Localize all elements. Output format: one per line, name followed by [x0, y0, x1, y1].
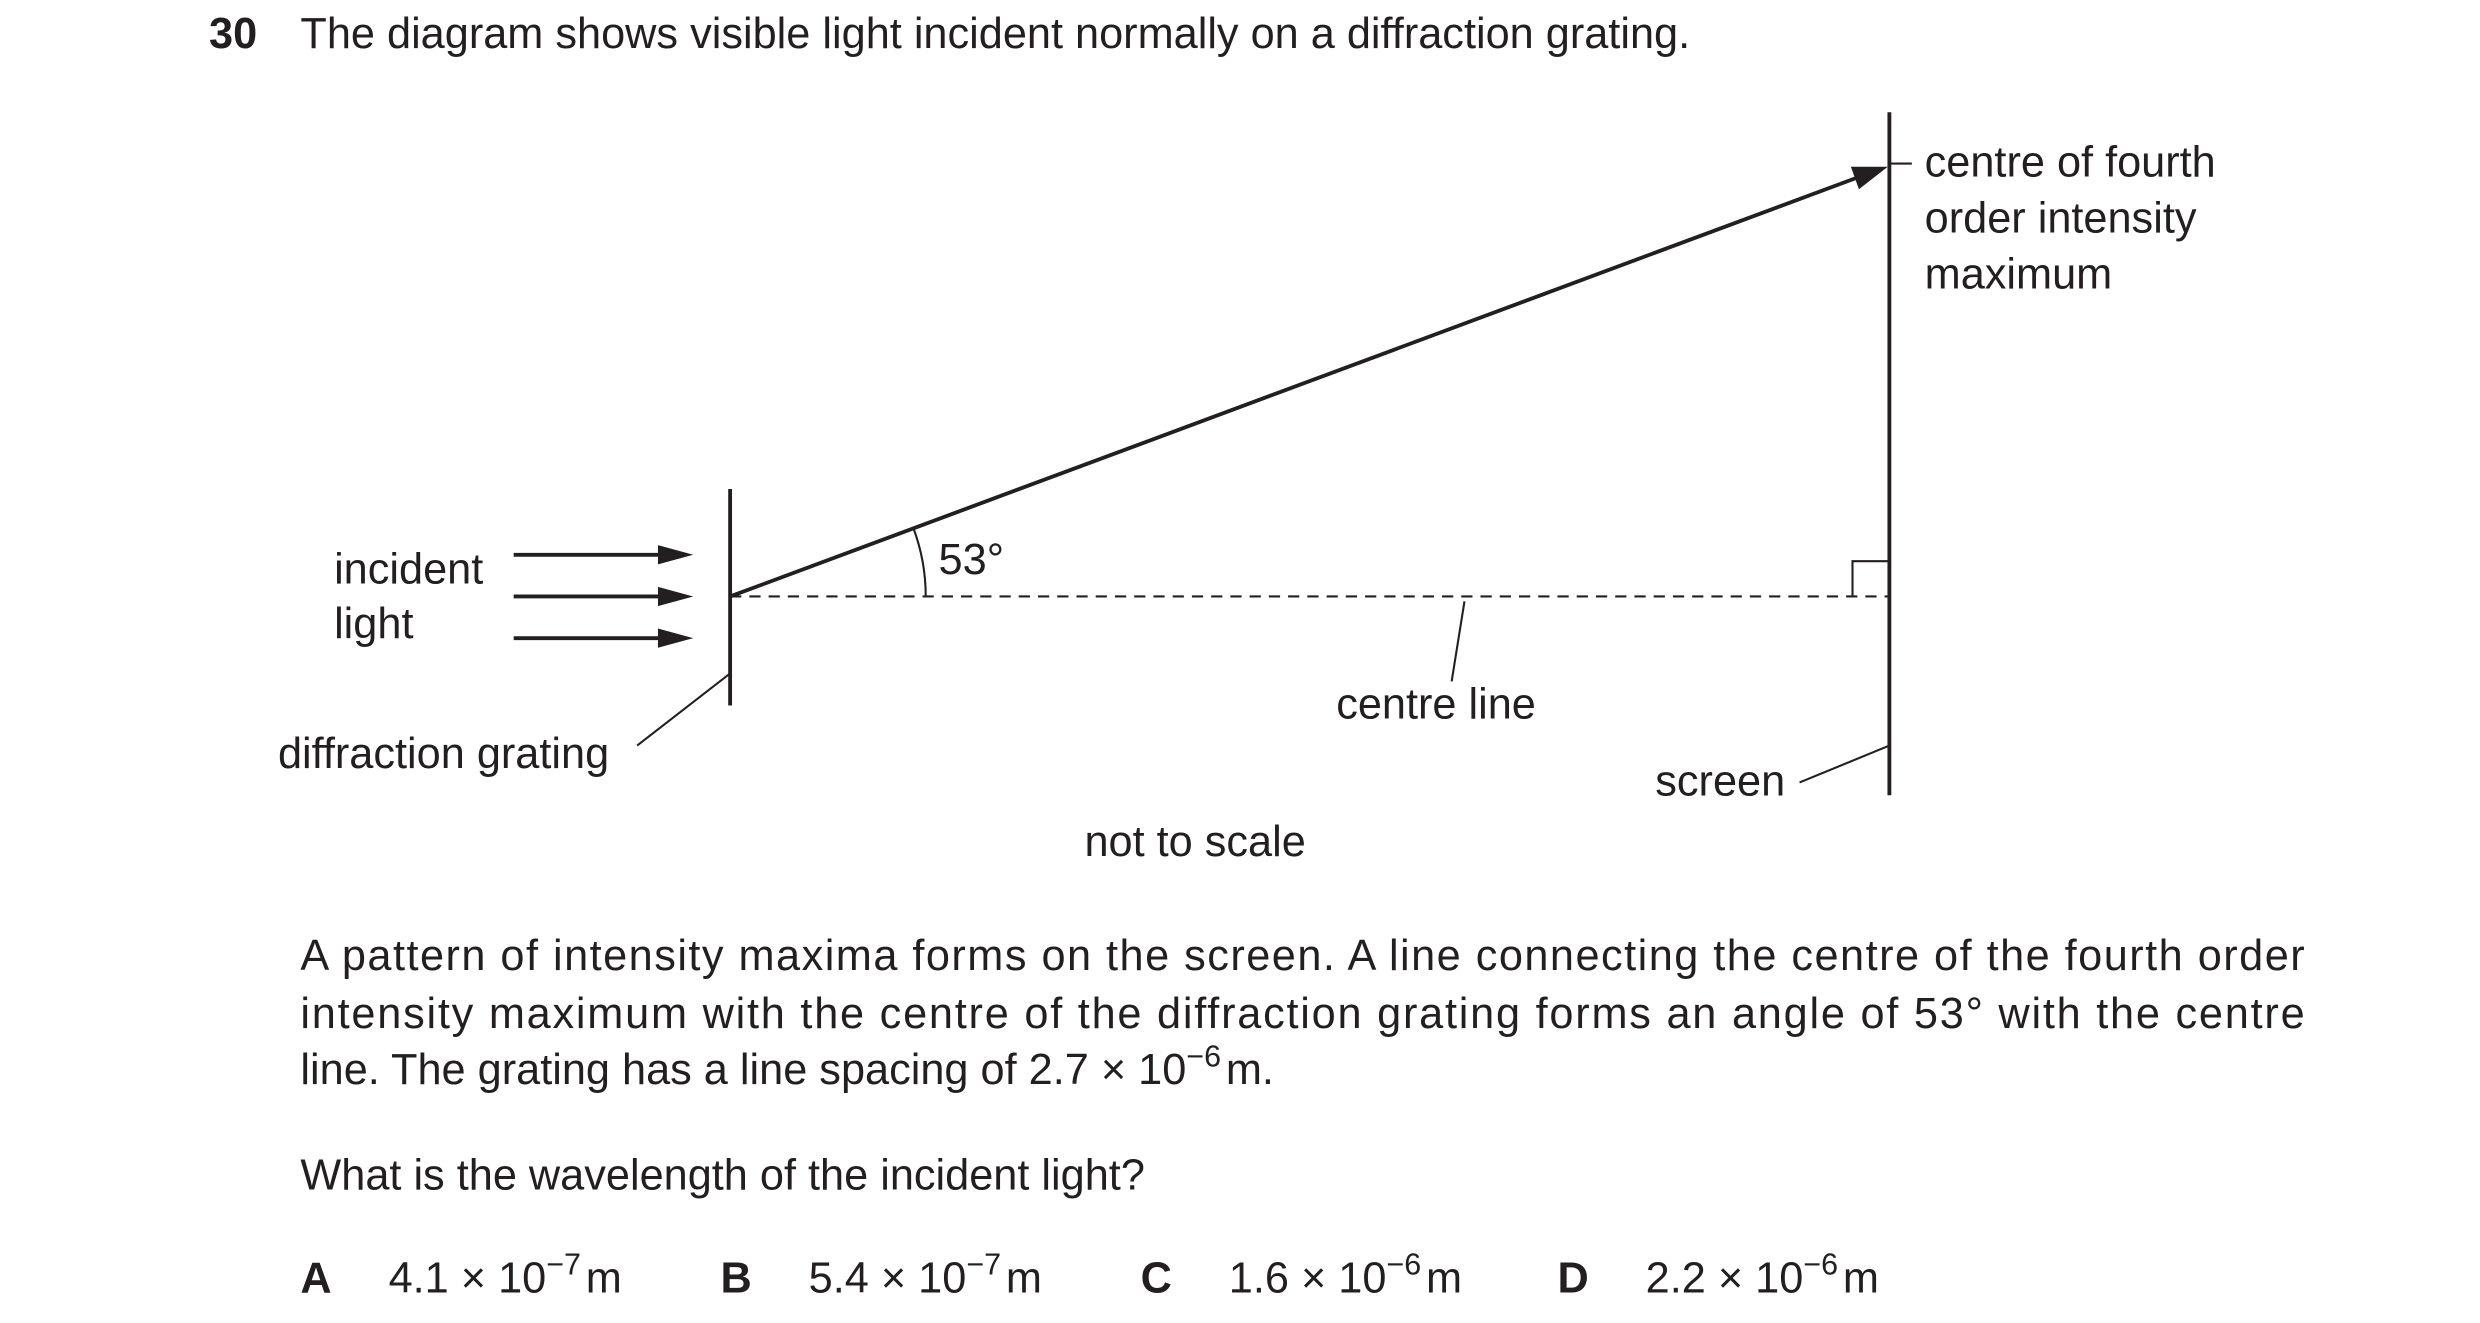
option-value: 4.1 × 10−7 m: [389, 1248, 622, 1303]
label: screen: [1655, 757, 1785, 805]
unit: m: [1006, 1254, 1042, 1302]
arrowhead: [657, 545, 694, 565]
exponent: −7: [966, 1248, 1001, 1282]
label: incident: [334, 546, 483, 594]
leader-line: [636, 672, 731, 747]
text: 2.7 × 10: [1029, 1046, 1187, 1094]
exponent: −6: [1803, 1248, 1838, 1282]
angle-arc: [912, 528, 927, 597]
prompt: What is the wavelength of the incident l…: [300, 1152, 1144, 1200]
diagram: incident light diffraction grating 53° c…: [278, 112, 2216, 866]
text: line. The grating has a line spacing of: [300, 1046, 1028, 1094]
option-letter: A: [300, 1254, 331, 1302]
angle-label: 53°: [939, 536, 1004, 584]
option-value: 5.4 × 10−7 m: [809, 1248, 1042, 1303]
leader-line: [1450, 601, 1466, 682]
option-letter: D: [1557, 1254, 1588, 1302]
option-letter: B: [720, 1254, 751, 1302]
exponent: −7: [546, 1248, 581, 1282]
paragraph-line: line. The grating has a line spacing of …: [300, 1039, 1274, 1094]
option-letter: C: [1141, 1254, 1172, 1302]
label: light: [334, 600, 413, 648]
arrowhead: [1850, 166, 1888, 190]
arrowhead: [657, 628, 694, 648]
unit: m: [1843, 1254, 1879, 1302]
question-stem: The diagram shows visible light incident…: [300, 10, 1690, 58]
label: order intensity: [1925, 194, 2197, 242]
diffracted-ray: [729, 174, 1862, 599]
paragraph-line: A pattern of intensity maxima forms on t…: [300, 932, 2304, 980]
option-value: 1.6 × 10−6 m: [1229, 1248, 1462, 1303]
text: .: [1262, 1046, 1274, 1094]
text: 2.2 × 10: [1646, 1254, 1804, 1302]
label: centre line: [1336, 680, 1536, 728]
arrowhead: [657, 586, 694, 607]
leader-line: [1799, 744, 1890, 784]
unit: m: [586, 1254, 622, 1302]
exponent: −6: [1386, 1248, 1421, 1282]
paragraph-line: intensity maximum with the centre of the…: [300, 990, 2304, 1038]
label: maximum: [1925, 251, 2113, 299]
unit: m: [1226, 1046, 1262, 1094]
note: not to scale: [1084, 818, 1305, 866]
text: 5.4 × 10: [809, 1254, 967, 1302]
text: 4.1 × 10: [389, 1254, 547, 1302]
right-angle: [1851, 560, 1890, 597]
label: centre of fourth: [1925, 138, 2216, 186]
text: 1.6 × 10: [1229, 1254, 1387, 1302]
option-value: 2.2 × 10−6 m: [1646, 1248, 1879, 1303]
label: diffraction grating: [278, 730, 609, 778]
unit: m: [1426, 1254, 1462, 1302]
question-number: 30: [209, 10, 257, 58]
options: A 4.1 × 10−7 m B 5.4 × 10−7 m C 1.6 × 10−6 m D 2.2…: [300, 1248, 1879, 1303]
exponent: −6: [1186, 1039, 1221, 1073]
